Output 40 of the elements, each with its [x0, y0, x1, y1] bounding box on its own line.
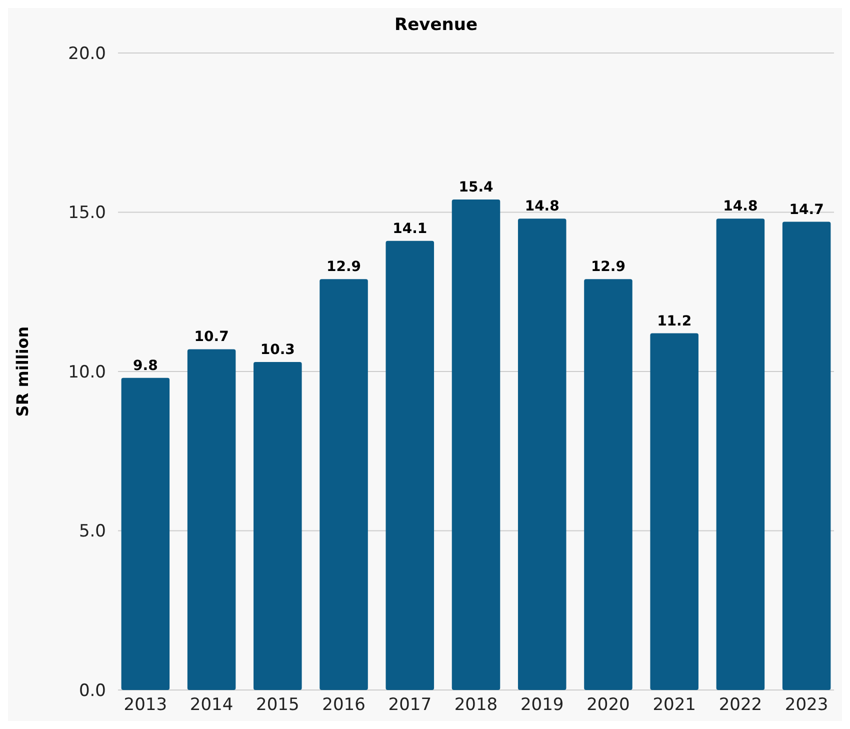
- y-tick-label: 20.0: [68, 44, 106, 64]
- chart-title: Revenue: [394, 15, 478, 35]
- y-tick-label: 10.0: [68, 362, 106, 382]
- data-label: 10.7: [194, 329, 229, 346]
- data-label: 14.1: [392, 220, 428, 237]
- x-tick-label: 2016: [322, 695, 366, 715]
- bar: [518, 218, 566, 690]
- x-tick-label: 2013: [124, 695, 168, 715]
- y-axis-title: SR million: [13, 326, 32, 417]
- data-label: 14.7: [789, 202, 824, 218]
- bar: [452, 200, 500, 690]
- bar: [782, 222, 831, 690]
- data-label: 12.9: [590, 259, 626, 276]
- data-label: 9.8: [133, 358, 158, 374]
- x-tick-label: 2015: [256, 695, 300, 715]
- data-label: 15.4: [458, 180, 494, 196]
- data-label: 10.3: [260, 342, 295, 358]
- bar: [121, 378, 170, 690]
- data-label: 14.8: [524, 198, 560, 215]
- x-tick-label: 2022: [718, 695, 762, 715]
- bar: [650, 333, 698, 690]
- x-tick-label: 2019: [520, 695, 564, 715]
- y-tick-label: 5.0: [78, 522, 106, 542]
- bar: [584, 279, 632, 690]
- data-label: 14.8: [723, 198, 758, 215]
- bar: [716, 218, 765, 690]
- bar: [320, 279, 368, 690]
- x-tick-label: 2023: [784, 695, 828, 715]
- data-label: 12.9: [326, 259, 362, 276]
- data-label: 11.2: [657, 313, 692, 330]
- x-tick-label: 2021: [652, 695, 696, 715]
- y-tick-label: 0.0: [78, 680, 106, 701]
- bar: [254, 362, 302, 690]
- x-tick-label: 2020: [586, 695, 630, 715]
- x-tick-label: 2018: [454, 695, 498, 715]
- bar: [187, 349, 236, 690]
- bar: [386, 240, 434, 690]
- y-tick-label: 15.0: [68, 203, 106, 224]
- x-tick-label: 2017: [388, 695, 432, 715]
- x-tick-label: 2014: [190, 695, 234, 715]
